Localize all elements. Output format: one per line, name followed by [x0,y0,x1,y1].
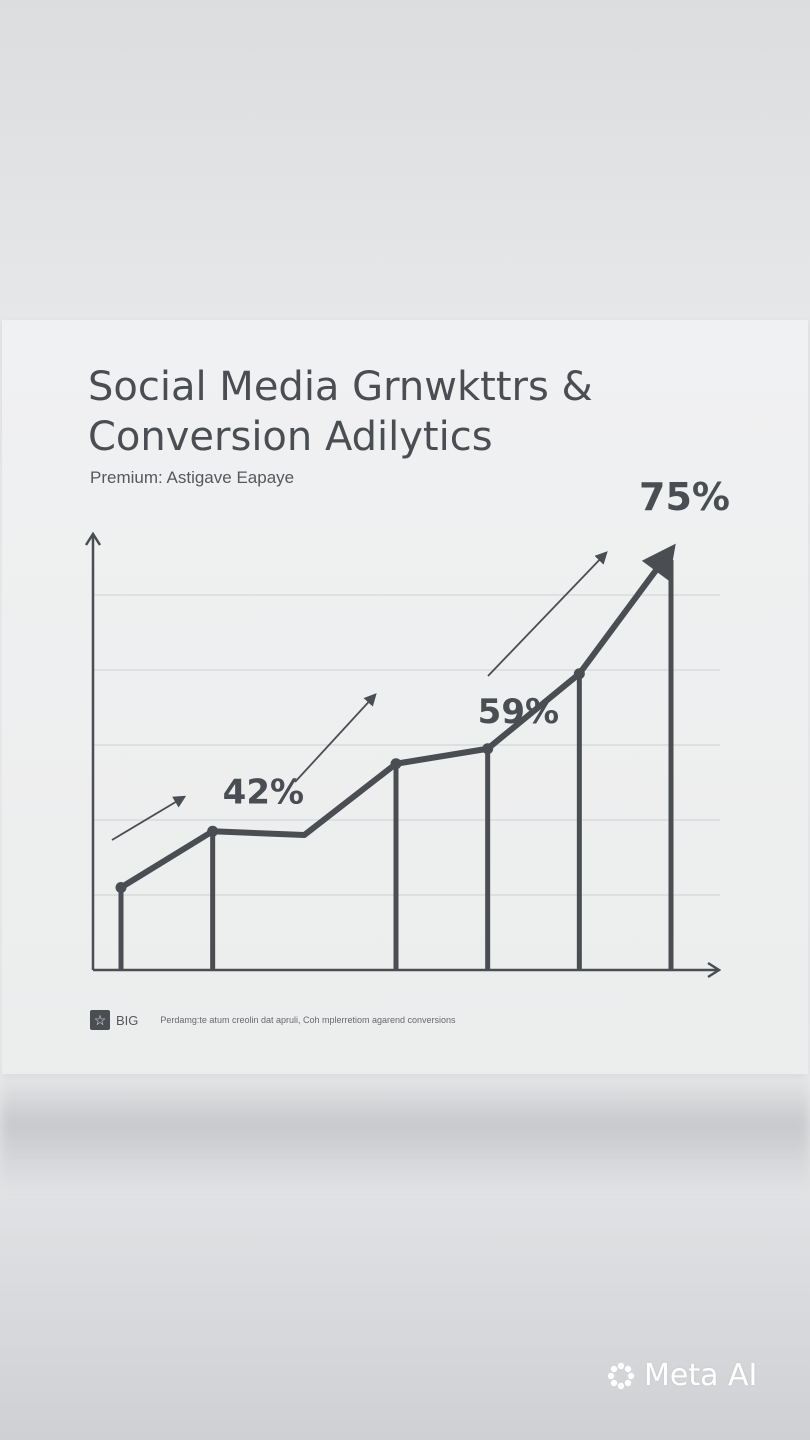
data-point [207,825,219,837]
grid-lines [93,594,720,896]
series-arrowhead [641,543,676,582]
chart-footer: ☆ BIG Perdamg:te atum creolin dat apruli… [90,1010,456,1030]
chart-subtitle: Premium: Astigave Eapaye [90,468,295,487]
watermark: Meta AI [604,1358,757,1393]
data-labels: 42% 59% 75% [223,480,730,812]
meta-ai-flower-icon [607,1362,635,1389]
data-point [390,758,402,770]
star-icon: ☆ [90,1010,110,1030]
trend-arrow-2 [294,693,377,783]
watermark-label: Meta AI [644,1358,758,1393]
data-points [115,668,585,893]
data-point [482,743,494,755]
chart-title: Social Media Grnwkttrs & Conversion Adil… [88,364,593,460]
data-point [115,882,127,893]
line-chart: 42% 59% 75% [84,480,730,979]
x-axis-arrowhead [707,961,722,979]
chart-card [2,320,808,1074]
footer-brand: BIG [116,1012,139,1028]
footer-description: Perdamg:te atum creolin dat apruli, Coh … [160,1015,456,1025]
trend-arrow-1 [111,795,187,841]
data-label: 42% [223,772,304,812]
y-axis-arrowhead [84,531,102,546]
data-label: 59% [478,692,559,732]
data-point [573,668,585,680]
trend-arrows [111,551,608,841]
data-label: 75% [639,480,730,519]
drop-lines [118,560,674,970]
trend-arrow-3 [487,551,608,677]
backdrop-shadow [0,1070,810,1190]
axes [84,531,722,979]
